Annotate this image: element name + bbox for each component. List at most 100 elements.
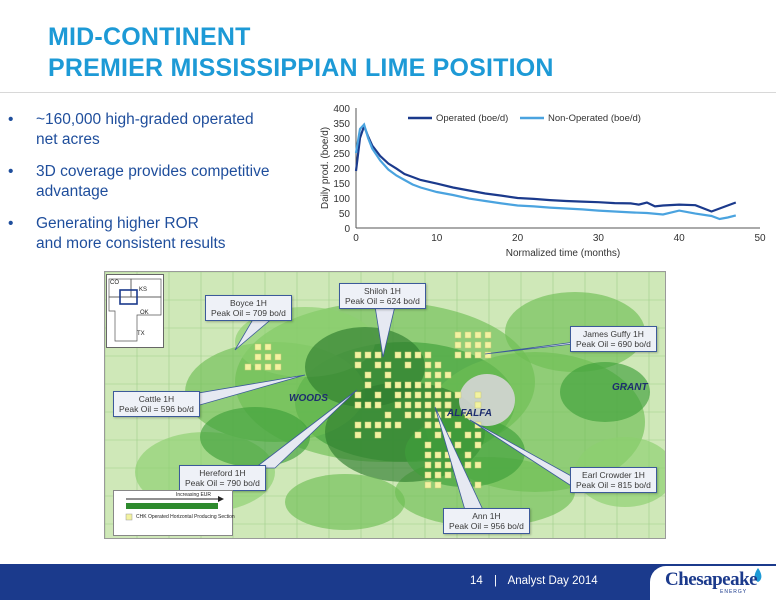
x-tick-label: 30 — [593, 233, 605, 244]
y-tick-label: 400 — [333, 104, 350, 115]
producing-section — [464, 331, 472, 339]
x-axis-title: Normalized time (months) — [506, 248, 620, 259]
y-tick-label: 0 — [344, 224, 350, 235]
producing-section — [434, 401, 442, 409]
x-tick-label: 50 — [754, 233, 766, 244]
eur-contour-area — [560, 362, 650, 422]
producing-section — [464, 341, 472, 349]
eur-contour-area — [285, 474, 405, 530]
producing-section — [254, 363, 262, 371]
footer-bar: 14 | Analyst Day 2014 Chesapeake ENERGY — [0, 564, 776, 600]
production-chart: 0 50 100 150 200 250 300 350 400 0 10 20 30 40 50 Norma… — [320, 104, 766, 259]
bullet-item: • ~160,000 high-graded operated net acres — [8, 110, 313, 150]
producing-section — [364, 421, 372, 429]
well-peak-oil: Peak Oil = 790 bo/d — [185, 478, 260, 488]
acreage-map: CO KS OK TX WOODS ALFALFA GRANT Boyce 1H… — [104, 271, 666, 539]
producing-section — [424, 391, 432, 399]
well-name: Ann 1H — [472, 511, 501, 521]
producing-section — [444, 371, 452, 379]
well-name: Cattle 1H — [138, 394, 175, 404]
y-tick-label: 50 — [339, 209, 351, 220]
legend-label: Non-Operated (boe/d) — [548, 113, 641, 124]
producing-section — [394, 421, 402, 429]
x-tick-label: 0 — [353, 233, 359, 244]
y-tick-label: 350 — [333, 119, 350, 130]
inset-label-ok: OK — [140, 310, 149, 316]
producing-section — [414, 431, 422, 439]
producing-section — [404, 381, 412, 389]
producing-section — [374, 391, 382, 399]
footer-text: 14 | Analyst Day 2014 — [470, 575, 598, 587]
producing-section — [444, 391, 452, 399]
producing-section — [424, 351, 432, 359]
producing-section — [424, 401, 432, 409]
producing-section — [424, 371, 432, 379]
bullet-text: 3D coverage provides competitive advanta… — [36, 163, 270, 200]
producing-section — [434, 481, 442, 489]
producing-section — [384, 361, 392, 369]
producing-section — [374, 431, 382, 439]
well-peak-oil: Peak Oil = 709 bo/d — [211, 308, 286, 318]
legend-eur-label: Increasing EUR — [176, 492, 212, 498]
producing-section — [354, 421, 362, 429]
producing-section — [384, 381, 392, 389]
series-line-operated — [354, 122, 737, 213]
county-label-grant: GRANT — [612, 382, 648, 393]
producing-section — [414, 391, 422, 399]
producing-section — [264, 363, 272, 371]
logo-subtext: ENERGY — [720, 589, 748, 595]
producing-section — [464, 351, 472, 359]
producing-section — [454, 391, 462, 399]
producing-section — [444, 401, 452, 409]
producing-section — [254, 353, 262, 361]
flame-icon — [754, 568, 762, 582]
bullet-text: ~160,000 high-graded operated net acres — [36, 111, 254, 148]
producing-section — [354, 391, 362, 399]
producing-section — [454, 341, 462, 349]
producing-section — [434, 361, 442, 369]
producing-section — [424, 461, 432, 469]
y-tick-label: 300 — [333, 134, 350, 145]
producing-section — [434, 381, 442, 389]
well-callout-ann: Ann 1H Peak Oil = 956 bo/d — [443, 508, 530, 534]
producing-section — [424, 451, 432, 459]
producing-section — [414, 411, 422, 419]
producing-section — [384, 411, 392, 419]
producing-section — [474, 391, 482, 399]
producing-section — [424, 481, 432, 489]
producing-section — [454, 441, 462, 449]
producing-section — [354, 351, 362, 359]
bullet-item: • 3D coverage provides competitive advant… — [8, 162, 313, 202]
well-peak-oil: Peak Oil = 596 bo/d — [119, 404, 194, 414]
well-name: James Guffy 1H — [583, 329, 644, 339]
producing-section — [464, 431, 472, 439]
producing-section — [424, 441, 432, 449]
well-callout-boyce: Boyce 1H Peak Oil = 709 bo/d — [205, 295, 292, 321]
producing-section — [454, 351, 462, 359]
y-tick-label: 250 — [333, 149, 350, 160]
well-name: Boyce 1H — [230, 298, 267, 308]
locator-map-graphic — [108, 278, 162, 342]
producing-section — [434, 431, 442, 439]
producing-section — [414, 351, 422, 359]
well-callout-james-guffy: James Guffy 1H Peak Oil = 690 bo/d — [570, 326, 657, 352]
x-tick-label: 10 — [431, 233, 443, 244]
producing-section — [454, 331, 462, 339]
producing-section — [414, 381, 422, 389]
producing-section — [404, 351, 412, 359]
event-name: Analyst Day 2014 — [507, 575, 598, 587]
slide-title: MID-CONTINENT PREMIER MISSISSIPPIAN LIME… — [48, 22, 554, 84]
y-tick-label: 100 — [333, 194, 350, 205]
well-peak-oil: Peak Oil = 956 bo/d — [449, 521, 524, 531]
producing-section — [274, 363, 282, 371]
producing-section — [474, 351, 482, 359]
producing-section — [474, 401, 482, 409]
x-tick-label: 40 — [674, 233, 686, 244]
producing-section — [354, 361, 362, 369]
producing-section — [404, 411, 412, 419]
chart-axes: 0 50 100 150 200 250 300 350 400 0 10 20 30 40 50 Norma… — [320, 104, 766, 259]
bullet-marker: • — [8, 215, 14, 232]
producing-section — [424, 411, 432, 419]
legend-graphic — [125, 496, 224, 521]
producing-section — [474, 461, 482, 469]
